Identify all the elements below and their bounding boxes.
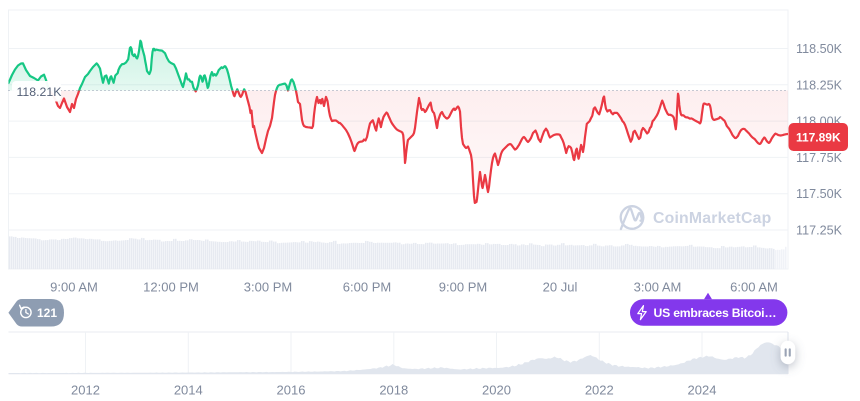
svg-text:20 Jul: 20 Jul [543,280,578,295]
svg-text:117.75K: 117.75K [796,151,843,165]
svg-text:118.25K: 118.25K [796,78,843,92]
svg-text:US embraces Bitcoi…: US embraces Bitcoi… [654,306,777,320]
svg-text:2016: 2016 [277,383,306,398]
svg-text:2020: 2020 [482,383,511,398]
svg-text:117.25K: 117.25K [796,224,843,238]
svg-text:2018: 2018 [379,383,408,398]
svg-text:117.89K: 117.89K [796,131,841,145]
svg-text:118.50K: 118.50K [796,42,843,56]
svg-text:9:00 PM: 9:00 PM [439,280,487,295]
svg-text:121: 121 [37,306,57,320]
svg-text:2012: 2012 [71,383,100,398]
svg-text:9:00 AM: 9:00 AM [50,280,98,295]
svg-text:2014: 2014 [174,383,203,398]
svg-text:3:00 AM: 3:00 AM [634,280,682,295]
svg-text:2024: 2024 [688,383,717,398]
svg-text:2022: 2022 [585,383,614,398]
svg-text:CoinMarketCap: CoinMarketCap [653,210,771,227]
svg-text:12:00 PM: 12:00 PM [143,280,199,295]
svg-text:6:00 AM: 6:00 AM [730,280,778,295]
svg-text:117.50K: 117.50K [796,187,843,201]
svg-text:6:00 PM: 6:00 PM [343,280,391,295]
svg-text:3:00 PM: 3:00 PM [244,280,292,295]
svg-text:118.21K: 118.21K [17,85,63,99]
